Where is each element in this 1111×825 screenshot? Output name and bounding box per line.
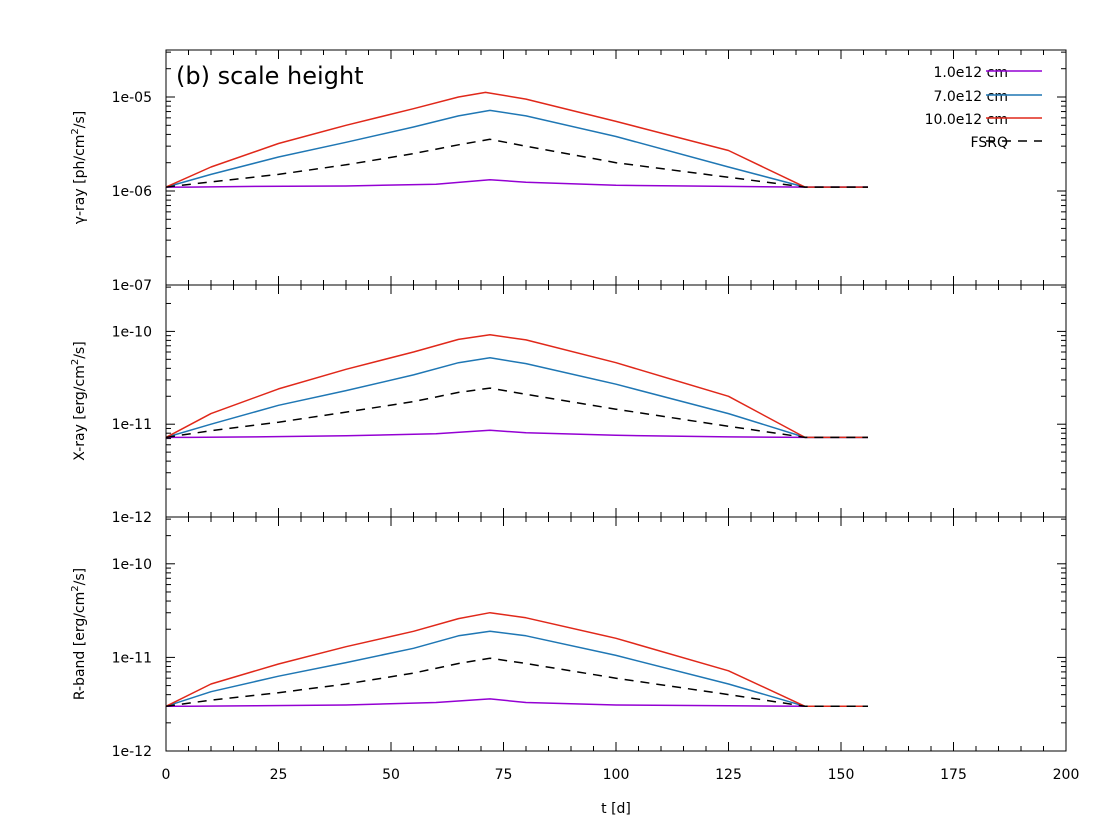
x-tick-label: 100	[603, 767, 630, 783]
x-tick-label: 0	[162, 767, 171, 783]
series-line-xray-7-0e12-cm	[165, 357, 868, 439]
x-tick-label: 175	[940, 767, 967, 783]
legend-label-4: FSRQ	[971, 135, 1008, 151]
y-tick-label: 1e-10	[112, 557, 152, 573]
series-line-gamma-1-0e12-cm	[166, 178, 868, 188]
x-tick-label: 150	[828, 767, 855, 783]
panel-frame-rband	[165, 516, 1067, 752]
series-line-xray-1-0e12-cm	[166, 429, 868, 439]
y-axis-title-text: X-ray [erg/cm	[72, 365, 88, 461]
x-tick-label: 75	[495, 767, 513, 783]
x-tick-label: 25	[270, 767, 288, 783]
x-tick-label: 50	[382, 767, 400, 783]
y-axis-title-tail: /s]	[72, 341, 88, 358]
y-axis-title-rband: R-band [erg/cm2/s]	[70, 568, 88, 700]
panel-gamma: 1e-05 1e-06 1e-07 γ-ray [ph/cm2/s]	[70, 49, 1067, 294]
legend-label-1: 1.0e12 cm	[934, 65, 1008, 81]
series-line-xray-10-0e12-cm	[165, 334, 868, 439]
y-axis-title-xray: X-ray [erg/cm2/s]	[70, 341, 88, 460]
panel-rband: 1e-10 1e-11 1e-12 R-band [erg/cm2/s]	[70, 516, 1067, 760]
series-line-rband-10-0e12-cm	[165, 611, 868, 708]
chart-annotation: (b) scale height	[176, 62, 364, 90]
y-tick-label: 1e-12	[112, 510, 152, 526]
y-tick-label: 1e-07	[112, 278, 152, 294]
y-axis-title-text: γ-ray [ph/cm	[72, 135, 88, 225]
y-axis-title-sup: 2	[70, 128, 81, 134]
legend: 1.0e12 cm 7.0e12 cm 10.0e12 cm FSRQ	[925, 65, 1042, 151]
series-line-xray-fsrq	[165, 387, 868, 439]
y-axis-title-sup: 2	[70, 359, 81, 365]
series-line-gamma-7-0e12-cm	[165, 109, 868, 188]
y-axis-title-sup: 2	[70, 585, 81, 591]
legend-label-3: 10.0e12 cm	[925, 112, 1008, 128]
y-tick-label: 1e-11	[112, 650, 152, 666]
y-tick-label: 1e-06	[112, 184, 152, 200]
y-axis-title-tail: /s]	[72, 111, 88, 128]
x-tick-label: 125	[715, 767, 742, 783]
y-axis-title-text: R-band [erg/cm	[72, 592, 88, 700]
panel-xray: 1e-10 1e-11 1e-12 X-ray [erg/cm2/s]	[70, 284, 1067, 526]
series-line-gamma-fsrq	[165, 138, 868, 188]
y-axis-title-gamma: γ-ray [ph/cm2/s]	[70, 111, 88, 225]
y-tick-label: 1e-11	[112, 417, 152, 433]
series-line-rband-1-0e12-cm	[166, 698, 868, 708]
y-axis-title-tail: /s]	[72, 568, 88, 585]
x-tick-label: 200	[1053, 767, 1080, 783]
series-line-rband-7-0e12-cm	[165, 630, 868, 708]
y-tick-label: 1e-05	[112, 90, 152, 106]
y-tick-label: 1e-12	[112, 744, 152, 760]
series-line-rband-fsrq	[165, 657, 868, 708]
x-axis-title: t [d]	[601, 801, 631, 817]
y-tick-label: 1e-10	[112, 324, 152, 340]
legend-label-2: 7.0e12 cm	[934, 89, 1008, 105]
series-line-gamma-10-0e12-cm	[165, 91, 868, 188]
